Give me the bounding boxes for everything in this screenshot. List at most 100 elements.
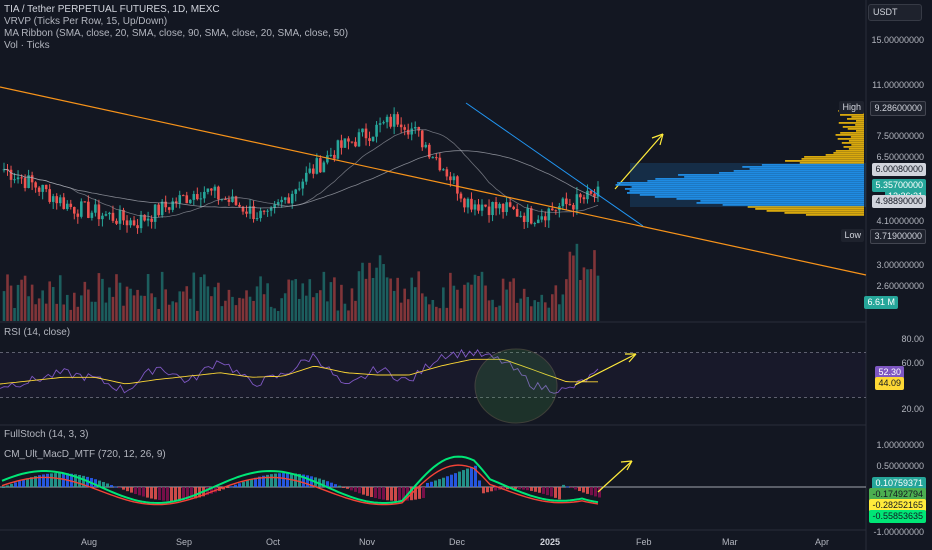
month-label: Oct bbox=[266, 537, 281, 547]
volume-bar bbox=[185, 286, 189, 321]
volume-profile-row bbox=[676, 198, 864, 200]
yellow-arrow bbox=[614, 133, 664, 190]
macd-histogram-bar bbox=[266, 474, 269, 487]
candle-body bbox=[217, 186, 220, 200]
candle-body bbox=[596, 186, 600, 197]
macd-histogram-bar bbox=[142, 487, 145, 497]
fullstoch-title[interactable]: FullStoch (14, 3, 3) bbox=[4, 429, 89, 440]
macd-histogram-bar bbox=[490, 487, 493, 492]
candle-body bbox=[62, 197, 66, 209]
volume-bar bbox=[329, 282, 333, 321]
volume-profile-row bbox=[833, 152, 864, 154]
candle-body bbox=[526, 208, 530, 222]
macd-histogram-bar bbox=[134, 487, 137, 495]
volume-bar bbox=[9, 285, 13, 321]
macd-tick: 0.50000000 bbox=[876, 461, 924, 471]
volume-bar bbox=[217, 282, 220, 321]
candle-body bbox=[69, 203, 73, 207]
volume-bar bbox=[375, 267, 378, 321]
candle-body bbox=[501, 203, 505, 213]
volume-bar bbox=[431, 299, 435, 321]
candle-body bbox=[572, 204, 575, 210]
candle-body bbox=[484, 204, 487, 207]
volume-bar bbox=[596, 275, 600, 321]
volume-bar bbox=[413, 287, 417, 321]
macd-title[interactable]: CM_Ult_MacD_MTF (720, 12, 26, 9) bbox=[4, 449, 166, 460]
volume-profile-row bbox=[684, 176, 864, 178]
macd-histogram-bar bbox=[494, 487, 497, 491]
macd-histogram-bar bbox=[542, 487, 545, 494]
low-value: 3.71900000 bbox=[870, 229, 926, 244]
macd-histogram-bar bbox=[590, 487, 593, 496]
rsi-ma-line bbox=[0, 358, 598, 385]
macd-histogram-bar bbox=[322, 479, 325, 487]
volume-bar bbox=[333, 277, 336, 321]
volume-bar bbox=[283, 293, 287, 321]
candle-body bbox=[554, 210, 558, 212]
macd-histogram-bar bbox=[582, 487, 585, 493]
volume-profile-row bbox=[856, 130, 864, 132]
macd-histogram-bar bbox=[242, 481, 245, 487]
macd-histogram-bar bbox=[326, 481, 329, 487]
volume-bar bbox=[420, 293, 424, 321]
macd-arrow-head bbox=[620, 460, 633, 471]
macd-line bbox=[1, 455, 599, 505]
macd-histogram-bar bbox=[522, 487, 525, 490]
indicator-vrvp[interactable]: VRVP (Ticks Per Row, 15, Up/Down) bbox=[4, 16, 168, 27]
candle-body bbox=[579, 194, 582, 198]
volume-profile-row bbox=[848, 140, 864, 142]
volume-profile-row bbox=[784, 212, 864, 214]
rsi-title[interactable]: RSI (14, close) bbox=[4, 327, 71, 338]
month-label: Sep bbox=[176, 537, 193, 547]
high-value: 9.28600000 bbox=[870, 101, 926, 116]
volume-bar bbox=[259, 276, 262, 321]
volume-bar bbox=[445, 307, 449, 321]
indicator-ma-ribbon[interactable]: MA Ribbon (SMA, close, 20, SMA, close, 9… bbox=[4, 28, 349, 39]
volume-bar bbox=[118, 282, 122, 321]
price-tick: 15.00000000 bbox=[871, 35, 924, 45]
volume-bar bbox=[382, 264, 385, 321]
candle-body bbox=[540, 216, 544, 220]
volume-bar bbox=[515, 302, 519, 321]
volume-bar bbox=[164, 289, 167, 321]
candle-body bbox=[480, 204, 484, 211]
candle-body bbox=[269, 207, 273, 211]
volume-bar bbox=[438, 308, 442, 321]
price-tick: 2.60000000 bbox=[876, 281, 924, 291]
candle-body bbox=[431, 157, 435, 159]
macd-tick: -1.00000000 bbox=[873, 527, 924, 537]
candle-body bbox=[16, 177, 20, 180]
candle-body bbox=[403, 127, 406, 130]
macd-histogram-bar bbox=[374, 487, 377, 499]
macd-histogram-bar bbox=[426, 482, 429, 487]
candle-body bbox=[185, 195, 189, 204]
macd-histogram-bar bbox=[194, 487, 197, 499]
macd-histogram-bar bbox=[262, 475, 265, 487]
macd-histogram-bar bbox=[258, 476, 261, 487]
candle-body bbox=[389, 116, 392, 127]
volume-profile-row bbox=[851, 144, 864, 146]
volume-bar bbox=[266, 283, 269, 321]
volume-profile-row bbox=[617, 182, 864, 184]
macd-histogram-bar bbox=[354, 487, 357, 492]
currency-selector[interactable]: USDT bbox=[868, 4, 922, 21]
volume-profile-row bbox=[842, 126, 864, 128]
macd-histogram-bar bbox=[190, 487, 193, 500]
volume-bar bbox=[403, 288, 406, 321]
rsi-tick: 80.00 bbox=[901, 334, 924, 344]
volume-bar bbox=[213, 287, 217, 321]
candle-body bbox=[118, 209, 122, 224]
macd-tick: 1.00000000 bbox=[876, 440, 924, 450]
volume-bar bbox=[463, 284, 466, 321]
macd-histogram-bar bbox=[486, 487, 489, 493]
volume-bar bbox=[132, 295, 136, 321]
macd-histogram-bar bbox=[594, 487, 597, 497]
candle-body bbox=[248, 206, 252, 214]
macd-histogram-bar bbox=[234, 484, 237, 487]
macd-histogram-bar bbox=[222, 487, 225, 490]
indicator-volume[interactable]: Vol · Ticks bbox=[4, 40, 50, 51]
volume-bar bbox=[575, 243, 579, 321]
candle-body bbox=[94, 204, 97, 213]
candle-body bbox=[361, 128, 364, 133]
